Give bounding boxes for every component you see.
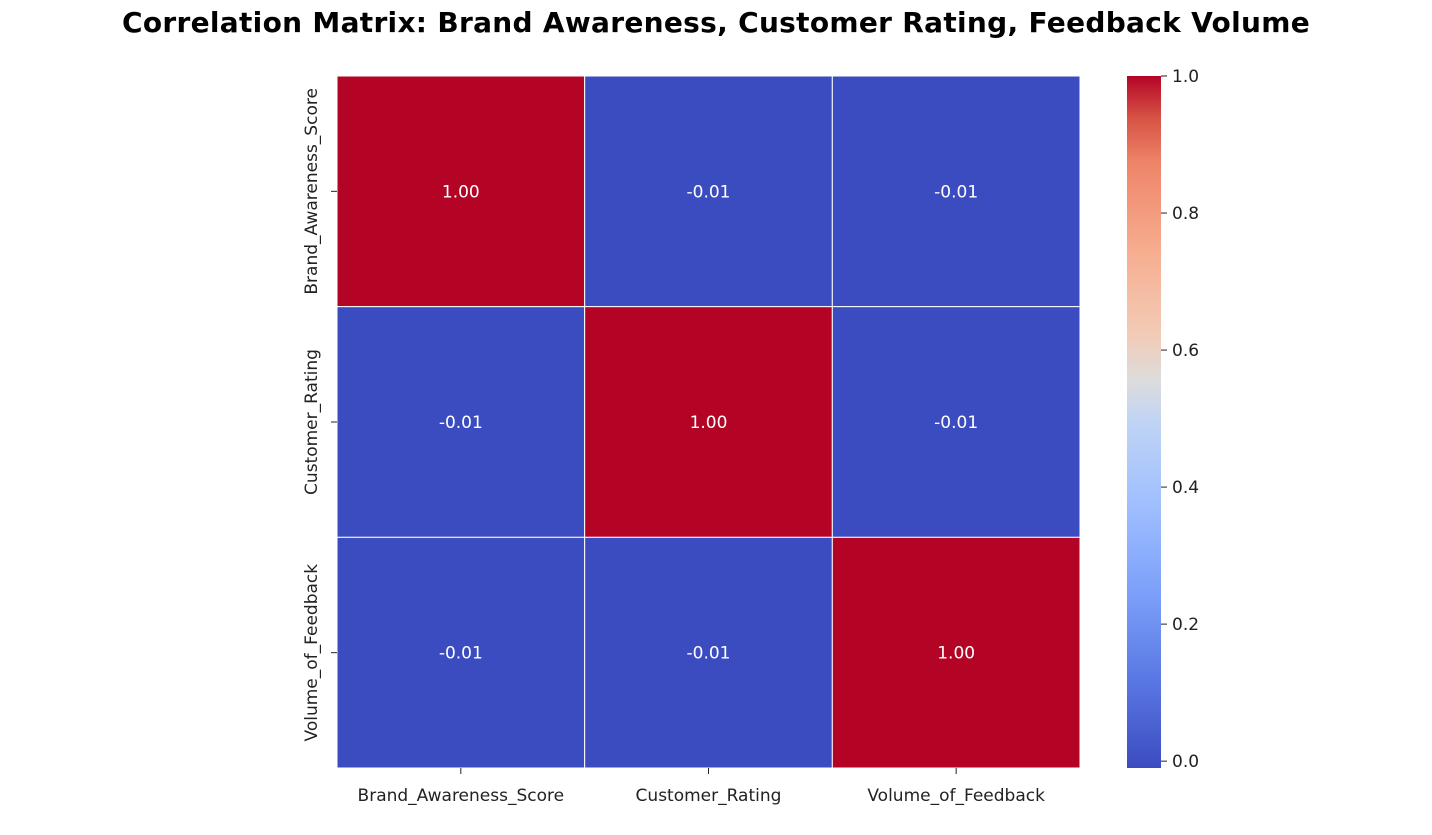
colorbar-tick-label: 0.0	[1172, 752, 1199, 772]
cell-value-label: -0.01	[439, 644, 483, 664]
cell-value-label: 1.00	[937, 644, 975, 664]
y-axis: Brand_Awareness_Score Customer_Rating Volu…	[302, 88, 337, 741]
y-tick-label: Volume_of_Feedback	[302, 564, 322, 742]
heatmap-cell	[336, 536, 586, 769]
heatmap-cell	[584, 75, 833, 308]
heatmap-cells: 1.00 -0.01 -0.01 -0.01 1.00 -0.01 -0.01 -0.01 1.…	[336, 75, 1081, 769]
chart-title: Correlation Matrix: Brand Awareness, Cus…	[122, 6, 1310, 39]
heatmap-cell	[831, 306, 1081, 538]
x-tick-label: Volume_of_Feedback	[867, 786, 1045, 806]
colorbar-tick-label: 1.0	[1172, 67, 1199, 87]
cell-value-label: -0.01	[687, 644, 731, 664]
x-tick-label: Brand_Awareness_Score	[358, 786, 565, 806]
y-tick-label: Customer_Rating	[302, 349, 322, 495]
heatmap-cell	[831, 536, 1081, 769]
cell-value-label: -0.01	[934, 182, 978, 202]
cell-value-label: 1.00	[690, 413, 728, 433]
x-tick-label: Customer_Rating	[636, 786, 782, 806]
heatmap-cell	[584, 536, 833, 769]
colorbar-tick-label: 0.6	[1172, 341, 1199, 361]
heatmap-cell	[336, 75, 586, 308]
cell-value-label: -0.01	[687, 182, 731, 202]
cell-value-label: -0.01	[439, 413, 483, 433]
colorbar-gradient	[1127, 76, 1161, 768]
heatmap-cell	[831, 75, 1081, 308]
y-tick-label: Brand_Awareness_Score	[302, 88, 322, 295]
colorbar-tick-label: 0.8	[1172, 204, 1199, 224]
cell-value-label: -0.01	[934, 413, 978, 433]
colorbar: 0.0 0.2 0.4 0.6 0.8 1.0	[1127, 67, 1199, 772]
heatmap-cell	[336, 306, 586, 538]
colorbar-tick-label: 0.4	[1172, 478, 1199, 498]
cell-value-label: 1.00	[442, 182, 480, 202]
colorbar-tick-label: 0.2	[1172, 615, 1199, 635]
x-axis: Brand_Awareness_Score Customer_Rating Volu…	[358, 768, 1045, 806]
